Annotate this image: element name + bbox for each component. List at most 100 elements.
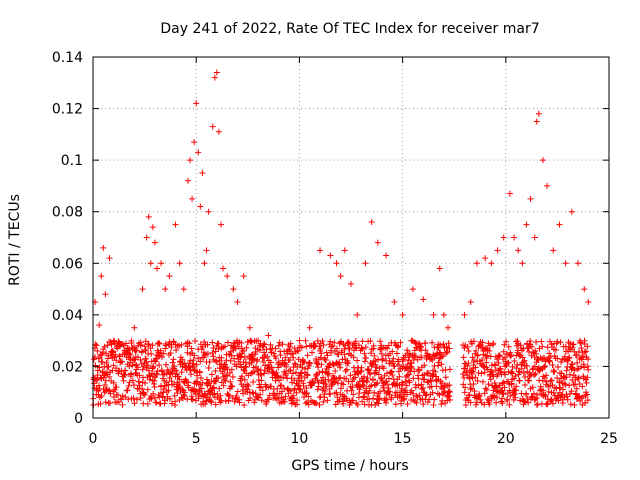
data-point [513, 365, 520, 372]
data-point [137, 394, 144, 401]
data-point [508, 369, 515, 376]
data-point [371, 352, 378, 359]
data-point [321, 391, 328, 398]
data-point [294, 363, 301, 370]
data-point [324, 363, 331, 370]
data-point [260, 358, 267, 365]
data-point [364, 366, 371, 373]
data-point [578, 356, 585, 363]
data-point [490, 340, 497, 347]
data-point [133, 347, 140, 354]
data-point [236, 396, 243, 403]
data-point [385, 342, 392, 349]
data-point [319, 368, 326, 375]
data-point [494, 247, 501, 254]
data-point [151, 384, 158, 391]
data-point [148, 350, 155, 357]
data-point [532, 347, 539, 354]
data-point [462, 384, 469, 391]
data-point [128, 337, 135, 344]
data-point [231, 398, 238, 405]
data-point [418, 385, 425, 392]
data-point [265, 332, 272, 339]
data-point [250, 355, 257, 362]
data-point [567, 401, 574, 408]
data-point [275, 342, 282, 349]
data-point [244, 386, 251, 393]
data-point [422, 392, 429, 399]
data-point [523, 363, 530, 370]
data-point [168, 378, 175, 385]
data-point [156, 362, 163, 369]
data-point [95, 382, 102, 389]
data-point [393, 350, 400, 357]
data-point [348, 387, 355, 394]
data-point [384, 381, 391, 388]
data-point [172, 367, 179, 374]
data-point [129, 377, 136, 384]
data-point [246, 324, 253, 331]
x-tick-label: 0 [89, 431, 98, 447]
data-point [367, 338, 374, 345]
y-tick-label: 0.1 [61, 153, 83, 169]
data-point [155, 339, 162, 346]
data-point [211, 74, 218, 81]
data-point [343, 366, 350, 373]
data-point [460, 374, 467, 381]
data-point [126, 379, 133, 386]
data-point [445, 324, 452, 331]
data-point [511, 358, 518, 365]
data-point [257, 391, 264, 398]
data-point [220, 382, 227, 389]
data-point [492, 383, 499, 390]
data-point [399, 311, 406, 318]
data-point [332, 401, 339, 408]
data-point [168, 400, 175, 407]
data-point [375, 400, 382, 407]
data-point [512, 372, 519, 379]
y-tick-label: 0 [74, 411, 83, 427]
data-point [529, 384, 536, 391]
data-point [237, 361, 244, 368]
data-point [465, 360, 472, 367]
data-point [422, 347, 429, 354]
data-point [221, 343, 228, 350]
data-point [500, 348, 507, 355]
data-point [153, 370, 160, 377]
data-point [540, 373, 547, 380]
data-point [210, 345, 217, 352]
data-point [345, 338, 352, 345]
data-points [90, 69, 592, 409]
data-point [205, 208, 212, 215]
data-point [299, 364, 306, 371]
data-point [573, 385, 580, 392]
data-point [466, 392, 473, 399]
data-point [533, 401, 540, 408]
data-point [341, 351, 348, 358]
data-point [386, 388, 393, 395]
data-point [562, 381, 569, 388]
data-point [256, 347, 263, 354]
data-point [139, 385, 146, 392]
data-point [469, 368, 476, 375]
data-point [115, 338, 122, 345]
data-point [142, 380, 149, 387]
data-point [250, 379, 257, 386]
data-point [321, 355, 328, 362]
data-point [126, 350, 133, 357]
data-point [446, 388, 453, 395]
data-point [301, 358, 308, 365]
data-point [348, 280, 354, 287]
data-point [382, 399, 389, 406]
data-point [354, 311, 361, 318]
data-point [139, 286, 146, 293]
data-point [543, 378, 550, 385]
data-point [169, 370, 176, 377]
data-point [314, 386, 321, 393]
data-point [272, 345, 279, 352]
data-point [240, 273, 247, 280]
data-point [445, 340, 452, 347]
data-point [432, 368, 439, 375]
data-point [199, 170, 206, 177]
data-point [191, 139, 198, 146]
